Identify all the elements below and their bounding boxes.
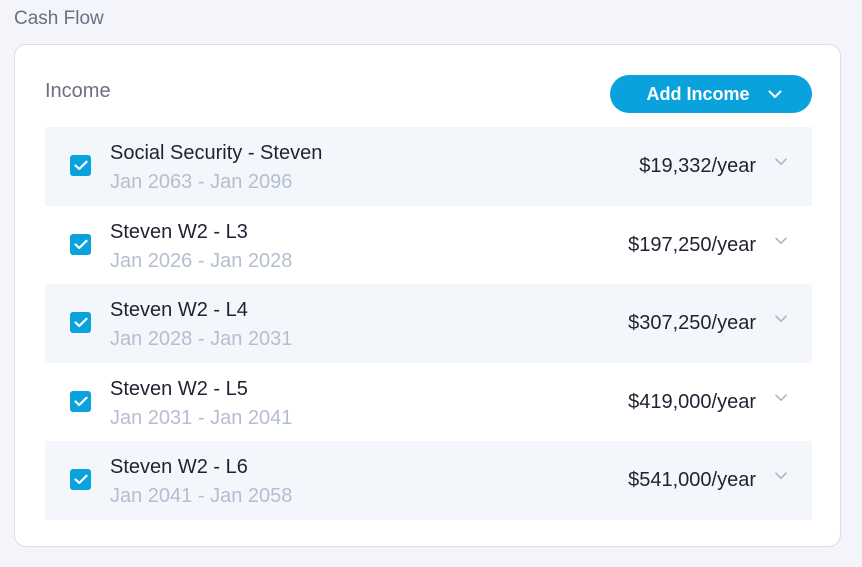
chevron-down-icon[interactable] [775, 236, 787, 245]
checkmark-icon [73, 474, 88, 485]
income-row[interactable]: Steven W2 - L3 Jan 2026 - Jan 2028 $197,… [45, 206, 812, 285]
income-amount: $419,000/year [628, 390, 756, 413]
income-checkbox[interactable] [70, 312, 91, 333]
income-name: Social Security - Steven [110, 142, 323, 164]
income-title: Income [45, 80, 111, 102]
checkmark-icon [73, 396, 88, 406]
income-row[interactable]: Steven W2 - L5 Jan 2031 - Jan 2041 $419,… [45, 363, 812, 442]
income-dates: Jan 2041 - Jan 2058 [110, 485, 293, 507]
chevron-down-icon[interactable] [775, 315, 787, 323]
income-row[interactable]: Steven W2 - L4 Jan 2028 - Jan 2031 $307,… [45, 284, 812, 363]
add-income-label: Add Income [646, 83, 750, 104]
checkmark-icon [73, 317, 88, 328]
income-name: Steven W2 - L3 [110, 220, 248, 243]
income-list: Social Security - Steven Jan 2063 - Jan … [45, 127, 812, 520]
income-name: Steven W2 - L4 [110, 299, 248, 321]
income-dates: Jan 2031 - Jan 2041 [110, 406, 293, 429]
income-name: Steven W2 - L5 [110, 377, 248, 400]
income-amount: $197,250/year [628, 233, 756, 256]
income-row[interactable]: Social Security - Steven Jan 2063 - Jan … [45, 127, 812, 206]
income-row[interactable]: Steven W2 - L6 Jan 2041 - Jan 2058 $541,… [45, 441, 812, 520]
chevron-down-icon[interactable] [775, 472, 787, 480]
section-title: Cash Flow [14, 8, 104, 29]
income-amount: $19,332/year [639, 155, 756, 177]
income-amount: $541,000/year [628, 469, 756, 491]
income-checkbox[interactable] [70, 469, 91, 490]
income-dates: Jan 2028 - Jan 2031 [110, 328, 293, 350]
income-checkbox[interactable] [70, 233, 91, 255]
add-income-button[interactable]: Add Income [610, 75, 812, 113]
income-name: Steven W2 - L6 [110, 456, 248, 478]
chevron-down-icon[interactable] [775, 393, 787, 402]
income-checkbox[interactable] [70, 155, 91, 176]
income-amount: $307,250/year [628, 312, 756, 334]
income-dates: Jan 2026 - Jan 2028 [110, 249, 293, 272]
checkmark-icon [73, 239, 88, 249]
chevron-down-icon[interactable] [775, 158, 787, 166]
income-card: Income Add Income Social Security - Stev… [14, 44, 841, 547]
income-checkbox[interactable] [70, 390, 91, 412]
checkmark-icon [73, 160, 88, 171]
income-dates: Jan 2063 - Jan 2096 [110, 171, 293, 193]
chevron-down-icon [768, 90, 782, 99]
